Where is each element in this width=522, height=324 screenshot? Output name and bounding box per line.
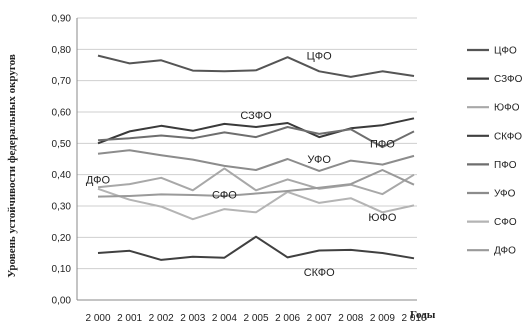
- legend-label: ДФО: [494, 246, 516, 257]
- legend-item: СКФО: [467, 131, 522, 142]
- legend-label: ЮФО: [494, 103, 520, 114]
- series-line: [97, 117, 415, 145]
- x-tick-label: 2 008: [338, 313, 363, 324]
- x-tick-label: 2 006: [275, 313, 300, 324]
- x-axis-label: Годы: [410, 309, 436, 321]
- y-tick-label: 0,70: [52, 76, 72, 87]
- axes: [76, 18, 417, 301]
- series-annotation: ЮФО: [368, 212, 396, 224]
- legend-item: ПФО: [467, 160, 517, 171]
- y-tick-label: 0,10: [52, 264, 72, 275]
- legend-item: ЮФО: [467, 103, 520, 114]
- legend: ЦФО СЗФО ЮФО СКФО ПФО УФО СФО ДФО: [467, 46, 522, 257]
- x-tick-label: 2 002: [149, 313, 174, 324]
- y-tick-label: 0,50: [52, 139, 72, 150]
- y-tick-label: 0,20: [52, 233, 72, 244]
- y-tick-label: 0,60: [52, 108, 72, 119]
- series-line: [97, 235, 415, 261]
- series-annotation: СКФО: [304, 267, 335, 279]
- y-tick-label: 0,80: [52, 45, 72, 56]
- series-annotation: ПФО: [370, 138, 395, 150]
- gridlines: [77, 17, 417, 301]
- series-line: [97, 126, 415, 149]
- series-annotation: ЦФО: [307, 51, 333, 63]
- series-annotation: СФО: [212, 189, 237, 201]
- y-axis-label: Уровень устойчивости федеральных округов: [6, 54, 18, 278]
- y-tick-label: 0,40: [52, 170, 72, 181]
- x-tick-label: 2 003: [180, 313, 205, 324]
- series-line: [97, 149, 415, 172]
- x-tick-label: 2 009: [370, 313, 395, 324]
- legend-label: СФО: [494, 217, 517, 228]
- series-annotation: УФО: [307, 154, 331, 166]
- y-tick-label: 0,90: [52, 14, 72, 25]
- x-tick-label: 2 007: [307, 313, 332, 324]
- series-annotation: СЗФО: [240, 110, 272, 122]
- legend-label: ПФО: [494, 160, 517, 171]
- legend-item: ДФО: [467, 246, 516, 257]
- series-line: [97, 187, 415, 221]
- x-tick-label: 2 010: [401, 313, 426, 324]
- legend-item: ЦФО: [467, 46, 517, 57]
- series-line: [97, 54, 415, 78]
- x-tick-label: 2 001: [117, 313, 142, 324]
- legend-item: СФО: [467, 217, 517, 228]
- x-tick-labels: 2 000 2 001 2 002 2 003 2 004 2 005 2 006 2 007…: [85, 313, 426, 324]
- legend-label: СКФО: [494, 131, 522, 142]
- legend-label: СЗФО: [494, 74, 522, 85]
- x-tick-label: 2 000: [85, 313, 110, 324]
- y-tick-labels: 0,00 0,10 0,20 0,30 0,40 0,50 0,60 0,70 0,80 0,90: [52, 14, 72, 307]
- series-line: [97, 167, 415, 196]
- y-tick-label: 0,00: [52, 296, 72, 307]
- x-tick-label: 2 005: [243, 313, 268, 324]
- legend-label: УФО: [494, 189, 516, 200]
- legend-item: СЗФО: [467, 74, 522, 85]
- series-lines: [97, 54, 415, 261]
- y-tick-label: 0,30: [52, 202, 72, 213]
- series-annotations: ЦФО СЗФО ПФО УФО ДФО СФО ЮФО СКФО: [86, 51, 397, 279]
- legend-item: УФО: [467, 189, 516, 200]
- legend-label: ЦФО: [494, 46, 517, 57]
- series-line: [97, 169, 415, 198]
- x-tick-label: 2 004: [212, 313, 237, 324]
- series-annotation: ДФО: [86, 174, 111, 186]
